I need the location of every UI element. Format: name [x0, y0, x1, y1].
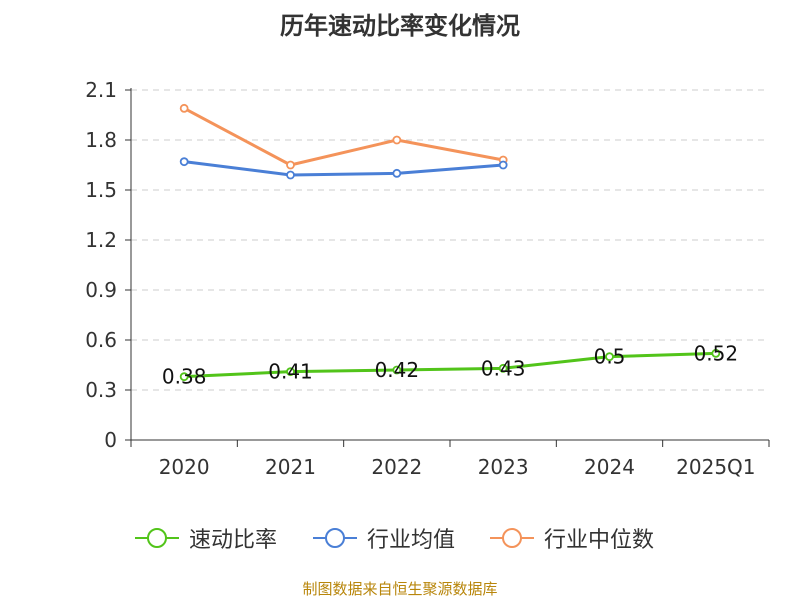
x-tick-label: 2025Q1	[676, 455, 755, 479]
data-point	[179, 103, 189, 113]
y-tick-label: 1.5	[85, 178, 117, 202]
series-line	[183, 160, 504, 177]
x-tick-label: 2024	[584, 455, 635, 479]
legend: 速动比率 行业均值 行业中位数	[0, 520, 800, 556]
legend-label: 行业中位数	[544, 528, 655, 553]
data-point	[605, 352, 614, 362]
series-lines	[179, 103, 721, 382]
data-label: 0.42	[375, 358, 420, 382]
series-line	[183, 107, 504, 167]
source-note: 制图数据来自恒生聚源数据库	[302, 580, 498, 598]
data-label: 0.43	[481, 356, 526, 380]
chart-title: 历年速动比率变化情况	[280, 12, 520, 40]
data-point	[286, 170, 295, 180]
x-tick-label: 2021	[265, 455, 316, 479]
series-line	[184, 351, 716, 379]
grid-lines	[131, 89, 769, 391]
legend-label: 行业均值	[367, 528, 456, 553]
data-point	[286, 367, 295, 377]
data-label: 0.52	[694, 341, 739, 365]
x-tick-label: 2023	[478, 455, 529, 479]
line-chart: 0 0.3 0.6 0.9 1.2 1.5 1.8 2.1 2020 2021 2022 2023 20…	[85, 78, 770, 479]
legend-item-industry-average[interactable]: 行业均值	[311, 520, 455, 556]
data-point	[286, 160, 295, 170]
data-labels: 0.38 0.41 0.42 0.43 0.5 0.52	[162, 341, 738, 388]
axes: 0 0.3 0.6 0.9 1.2 1.5 1.8 2.1 2020 2021 2022 2023 20…	[85, 78, 770, 479]
x-tick-label: 2022	[371, 455, 422, 479]
y-tick-label: 2.1	[85, 78, 117, 102]
data-point	[498, 160, 508, 170]
legend-marker-icon	[313, 528, 357, 548]
data-label: 0.41	[268, 360, 313, 384]
data-point	[711, 348, 721, 358]
y-tick-label: 0.9	[85, 278, 117, 302]
legend-label: 速动比率	[189, 528, 278, 553]
y-tick-label: 1.2	[85, 228, 117, 252]
y-tick-label: 0.6	[85, 328, 117, 352]
data-point	[392, 365, 402, 375]
legend-marker-icon	[490, 528, 534, 548]
data-point	[392, 135, 402, 145]
data-label: 0.38	[162, 365, 207, 389]
x-tick-label: 2020	[159, 455, 210, 479]
data-point	[392, 168, 402, 178]
y-tick-label: 1.8	[85, 128, 117, 152]
legend-item-industry-median[interactable]: 行业中位数	[488, 520, 654, 556]
data-label: 0.5	[594, 345, 626, 369]
data-point	[179, 157, 189, 167]
legend-item-quick-ratio[interactable]: 速动比率	[133, 520, 277, 556]
y-tick-label: 0.3	[85, 378, 117, 402]
data-point	[179, 372, 189, 382]
y-tick-label: 0	[104, 428, 117, 452]
data-point	[498, 363, 508, 373]
legend-marker-icon	[135, 528, 179, 548]
